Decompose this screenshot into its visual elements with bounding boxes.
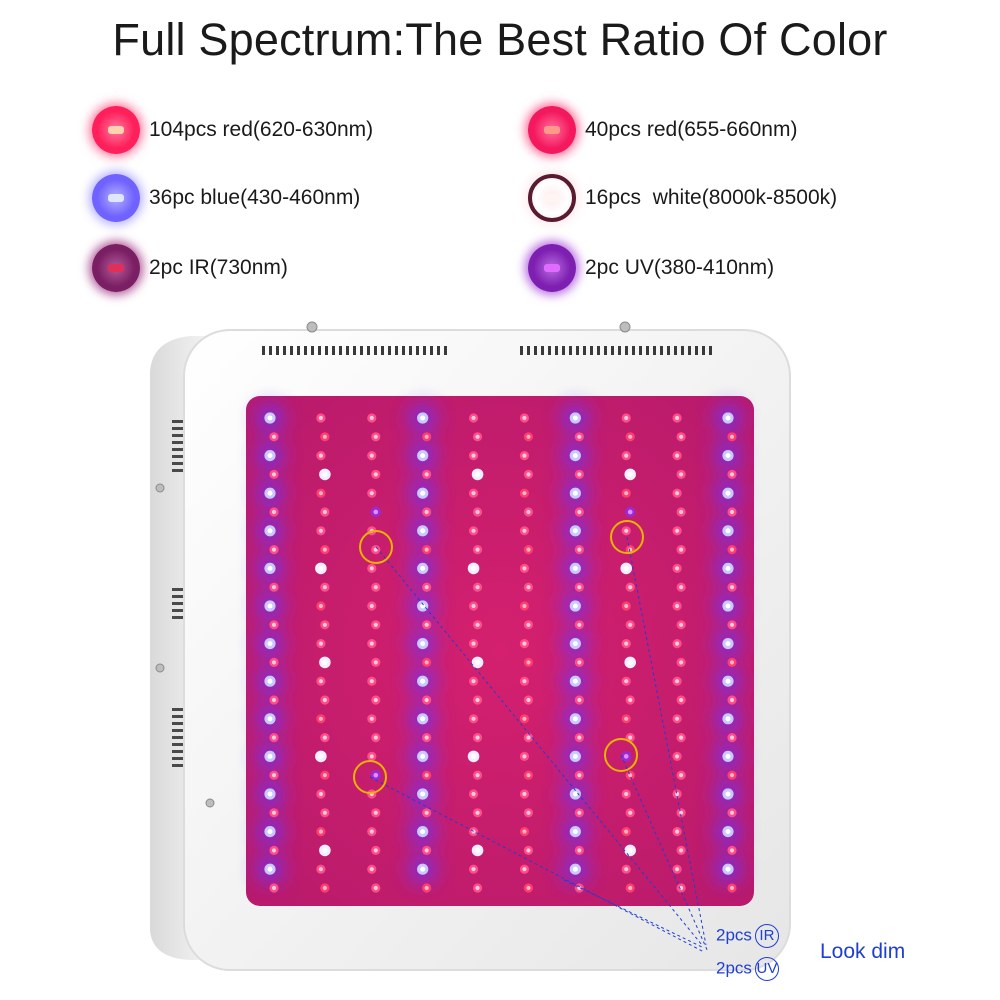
legend-label: 2pc IR(730nm)	[149, 256, 288, 279]
ir-callout: 2pcs IR	[716, 924, 779, 948]
led-grid	[264, 412, 737, 893]
side-vents	[172, 420, 183, 767]
screws	[155, 321, 631, 808]
top-vents	[262, 346, 712, 355]
ir-uv-ring	[359, 530, 393, 564]
blue-led-icon	[92, 174, 140, 222]
ir-uv-ring	[353, 760, 387, 794]
ir-count: 2pcs	[716, 925, 752, 945]
ir-uv-ring	[610, 520, 644, 554]
legend-item: 40pcs red(655-660nm)	[528, 104, 797, 156]
legend-item: 2pc IR(730nm)	[92, 242, 288, 294]
page-title: Full Spectrum:The Best Ratio Of Color	[112, 14, 888, 65]
deep-red-led-icon	[528, 106, 576, 154]
ir-uv-ring	[604, 738, 638, 772]
legend-label: 104pcs red(620-630nm)	[149, 118, 374, 141]
uv-led-icon	[528, 244, 576, 292]
uv-symbol: UV	[754, 957, 779, 981]
ir-led-icon	[92, 244, 140, 292]
leader-lines	[369, 536, 709, 953]
look-dim-note: Look dim	[820, 940, 906, 963]
legend-label: 2pc UV(380-410nm)	[585, 256, 775, 279]
legend-item: 2pc UV(380-410nm)	[528, 242, 774, 294]
uv-callout: 2pcs UV	[716, 957, 779, 981]
legend-item: 16pcs white(8000k-8500k)	[528, 172, 837, 224]
legend-item: 36pc blue(430-460nm)	[92, 172, 360, 224]
legend-item: 104pcs red(620-630nm)	[92, 104, 373, 156]
legend-label: 16pcs white(8000k-8500k)	[585, 186, 838, 209]
highlight-rings	[353, 520, 644, 794]
uv-count: 2pcs	[716, 958, 752, 978]
ir-symbol: IR	[754, 924, 779, 948]
legend-label: 36pc blue(430-460nm)	[149, 186, 361, 209]
red-led-icon	[92, 106, 140, 154]
white-led-icon	[528, 174, 576, 222]
legend-label: 40pcs red(655-660nm)	[585, 118, 798, 141]
